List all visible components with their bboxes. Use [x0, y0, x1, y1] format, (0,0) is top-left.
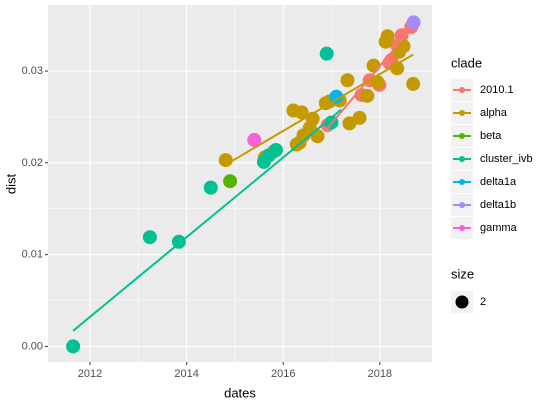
x-tick-label: 2016	[271, 368, 295, 380]
y-tick-label: 0.02	[22, 157, 43, 169]
point	[247, 132, 262, 147]
legend-label: delta1b	[480, 199, 516, 211]
y-tick-label: 0.03	[22, 65, 43, 77]
legend-dot	[459, 179, 465, 185]
point	[142, 230, 157, 245]
point	[203, 180, 218, 195]
size-legend-dot	[455, 295, 469, 309]
x-tick-label: 2012	[78, 368, 102, 380]
fit-line	[326, 28, 412, 129]
point	[66, 339, 81, 354]
y-axis-label: dist	[3, 173, 18, 194]
x-axis-label: dates	[224, 385, 256, 400]
point	[310, 129, 325, 144]
legend-label: alpha	[480, 107, 508, 119]
point	[352, 110, 367, 125]
legend-dot	[459, 110, 465, 116]
x-tick-label: 2014	[174, 368, 198, 380]
legend-dot	[459, 156, 465, 162]
point	[329, 89, 344, 104]
point	[366, 58, 381, 73]
point	[396, 39, 411, 54]
y-tick-label: 0.01	[22, 249, 43, 261]
legend-dot	[459, 202, 465, 208]
point	[218, 153, 233, 168]
point	[406, 76, 421, 91]
point	[370, 75, 385, 90]
point	[394, 28, 409, 43]
legend-label: delta1a	[480, 176, 517, 188]
point	[268, 143, 283, 158]
panel	[48, 5, 432, 362]
x-tick-label: 2018	[368, 368, 392, 380]
size-legend-title: size	[451, 266, 474, 281]
point	[340, 73, 355, 88]
legend-label: 2010.1	[480, 84, 514, 96]
fit-line	[225, 53, 414, 166]
fit-line	[72, 108, 342, 332]
point	[380, 29, 395, 44]
point	[319, 46, 334, 61]
point	[223, 174, 238, 189]
point	[406, 15, 421, 30]
size-legend-label: 2	[480, 296, 486, 308]
legend-title: clade	[451, 55, 482, 70]
legend-label: cluster_ivb	[480, 153, 533, 165]
legend-label: beta	[480, 130, 502, 142]
y-tick-label: 0.00	[22, 340, 43, 352]
legend-dot	[459, 87, 465, 93]
point	[360, 88, 375, 103]
legend-label: gamma	[480, 222, 518, 234]
point	[294, 105, 309, 120]
legend-dot	[459, 133, 465, 139]
legend-dot	[459, 225, 465, 231]
